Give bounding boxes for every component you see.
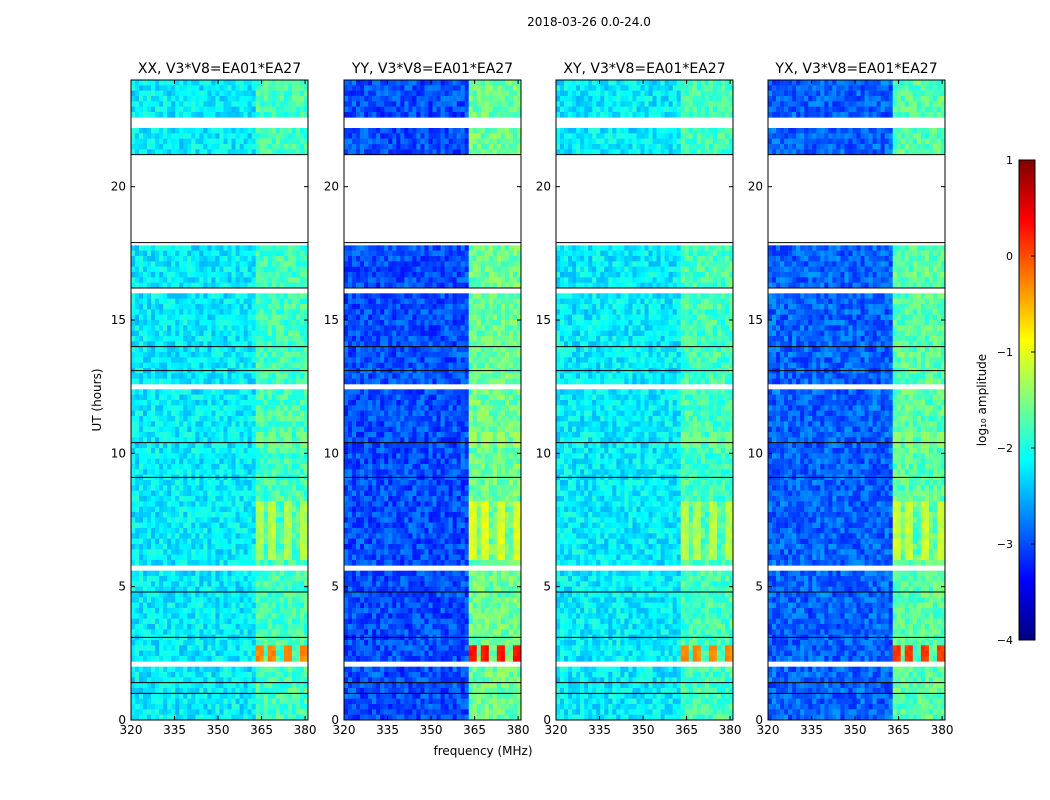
colorbar-tick-label: −1 (997, 346, 1013, 359)
y-tick-label: 0 (331, 713, 339, 727)
x-axis-label: frequency (MHz) (433, 744, 532, 758)
panel-xy: XY, V3*V8=EA01*EA27 320 335 350 365 380 0 5 10 15… (536, 61, 742, 737)
colorbar-tick-label: −4 (997, 634, 1013, 647)
panel-yx: YX, V3*V8=EA01*EA27 320 335 350 365 380 0 5 10 15… (748, 61, 954, 737)
y-tick-label: 20 (111, 180, 126, 194)
panel-frame (130, 79, 309, 721)
colorbar: 1 0 −1 −2 −3 −4 log₁₀ amplitude (975, 154, 1036, 647)
y-tick-label: 10 (111, 446, 126, 460)
x-tick-label: 365 (463, 723, 486, 737)
x-tick-label: 335 (800, 723, 823, 737)
heatmap-cells (131, 80, 308, 720)
x-tick-label: 365 (675, 723, 698, 737)
y-tick-label: 0 (118, 713, 126, 727)
x-tick-label: 335 (588, 723, 611, 737)
y-tick-label: 20 (748, 180, 763, 194)
colorbar-tick-label: 1 (1006, 154, 1013, 167)
y-tick-label: 20 (324, 180, 339, 194)
y-tick-label: 15 (111, 313, 126, 327)
y-tick-label: 10 (536, 446, 551, 460)
panel-title: XX, V3*V8=EA01*EA27 (138, 61, 301, 77)
y-tick-label: 10 (324, 446, 339, 460)
figure-suptitle: 2018-03-26 0.0-24.0 (527, 15, 651, 29)
y-tick-label: 5 (543, 580, 551, 594)
colorbar-gradient (1018, 159, 1036, 641)
x-tick-label: 350 (420, 723, 443, 737)
heatmap-cells (344, 80, 521, 720)
x-tick-label: 350 (632, 723, 655, 737)
x-tick-label: 365 (887, 723, 910, 737)
x-tick-label: 380 (294, 723, 317, 737)
y-tick-label: 15 (748, 313, 763, 327)
panel-title: YX, V3*V8=EA01*EA27 (774, 61, 937, 77)
x-tick-label: 320 (333, 723, 356, 737)
panel-yy: YY, V3*V8=EA01*EA27 320 335 350 365 380 0 5 10 15… (324, 61, 530, 737)
y-tick-label: 15 (536, 313, 551, 327)
y-tick-label: 20 (536, 180, 551, 194)
panel-title: XY, V3*V8=EA01*EA27 (563, 61, 725, 77)
x-tick-label: 350 (844, 723, 867, 737)
y-tick-label: 10 (748, 446, 763, 460)
y-tick-label: 5 (118, 580, 126, 594)
panel-title: YY, V3*V8=EA01*EA27 (351, 61, 513, 77)
heatmap-cells (768, 80, 945, 720)
x-tick-label: 320 (545, 723, 568, 737)
x-tick-label: 380 (931, 723, 954, 737)
colorbar-label: log₁₀ amplitude (975, 354, 989, 446)
y-tick-label: 0 (755, 713, 763, 727)
x-tick-label: 320 (757, 723, 780, 737)
colorbar-tick-label: −3 (997, 538, 1013, 551)
colorbar-ticks: 1 0 −1 −2 −3 −4 (997, 154, 1035, 647)
panel-frame (767, 79, 946, 721)
colorbar-tick-label: 0 (1006, 250, 1013, 263)
y-tick-label: 0 (543, 713, 551, 727)
x-tick-label: 335 (163, 723, 186, 737)
x-tick-label: 380 (719, 723, 742, 737)
y-axis-label: UT (hours) (90, 368, 104, 431)
x-tick-label: 350 (207, 723, 230, 737)
x-tick-label: 335 (376, 723, 399, 737)
x-tick-label: 365 (250, 723, 273, 737)
y-tick-label: 5 (755, 580, 763, 594)
colorbar-tick-label: −2 (997, 442, 1013, 455)
y-tick-label: 5 (331, 580, 339, 594)
y-tick-label: 15 (324, 313, 339, 327)
heatmap-panels: XX, V3*V8=EA01*EA27 320 335 350 365 380 0 5 10 15… (111, 61, 954, 737)
panel-frame (555, 79, 734, 721)
panel-frame (343, 79, 522, 721)
heatmap-cells (556, 80, 733, 720)
x-tick-label: 380 (507, 723, 530, 737)
panel-xx: XX, V3*V8=EA01*EA27 320 335 350 365 380 0 5 10 15… (111, 61, 317, 737)
x-tick-label: 320 (120, 723, 143, 737)
